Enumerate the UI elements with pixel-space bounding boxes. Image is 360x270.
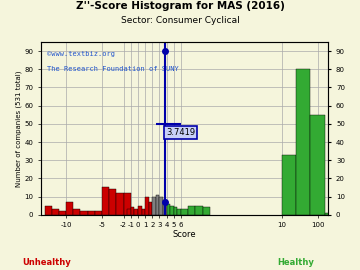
Bar bbox=[152, 197, 156, 215]
Bar bbox=[195, 206, 203, 215]
Bar bbox=[163, 200, 167, 215]
Bar bbox=[149, 202, 152, 215]
Bar bbox=[80, 211, 87, 215]
Text: Z''-Score Histogram for MAS (2016): Z''-Score Histogram for MAS (2016) bbox=[76, 1, 284, 11]
Bar bbox=[141, 209, 145, 215]
Bar bbox=[87, 211, 95, 215]
Bar bbox=[310, 115, 325, 215]
Bar bbox=[59, 211, 66, 215]
Bar bbox=[45, 206, 52, 215]
Text: Unhealthy: Unhealthy bbox=[22, 258, 71, 266]
Bar bbox=[282, 155, 296, 215]
Bar bbox=[167, 204, 170, 215]
Bar bbox=[188, 206, 195, 215]
Bar bbox=[123, 193, 131, 215]
Bar bbox=[116, 193, 123, 215]
Bar bbox=[325, 213, 332, 215]
Text: Healthy: Healthy bbox=[277, 258, 314, 266]
Bar bbox=[159, 197, 163, 215]
Bar bbox=[145, 197, 149, 215]
Bar bbox=[134, 209, 138, 215]
Bar bbox=[109, 189, 116, 215]
Bar bbox=[66, 202, 73, 215]
Text: Sector: Consumer Cyclical: Sector: Consumer Cyclical bbox=[121, 16, 239, 25]
Bar bbox=[73, 209, 80, 215]
Text: ©www.textbiz.org: ©www.textbiz.org bbox=[47, 51, 115, 57]
Y-axis label: Number of companies (531 total): Number of companies (531 total) bbox=[15, 70, 22, 187]
Text: The Research Foundation of SUNY: The Research Foundation of SUNY bbox=[47, 66, 179, 72]
Bar bbox=[170, 206, 174, 215]
Bar bbox=[296, 69, 310, 215]
Bar bbox=[156, 195, 159, 215]
Bar bbox=[131, 208, 134, 215]
Bar bbox=[52, 209, 59, 215]
Bar bbox=[177, 209, 181, 215]
X-axis label: Score: Score bbox=[173, 230, 197, 239]
Bar bbox=[102, 187, 109, 215]
Bar bbox=[127, 209, 131, 215]
Bar bbox=[138, 206, 141, 215]
Bar bbox=[174, 208, 177, 215]
Bar bbox=[181, 209, 188, 215]
Bar bbox=[203, 208, 210, 215]
Text: 3.7419: 3.7419 bbox=[166, 128, 195, 137]
Bar bbox=[95, 211, 102, 215]
